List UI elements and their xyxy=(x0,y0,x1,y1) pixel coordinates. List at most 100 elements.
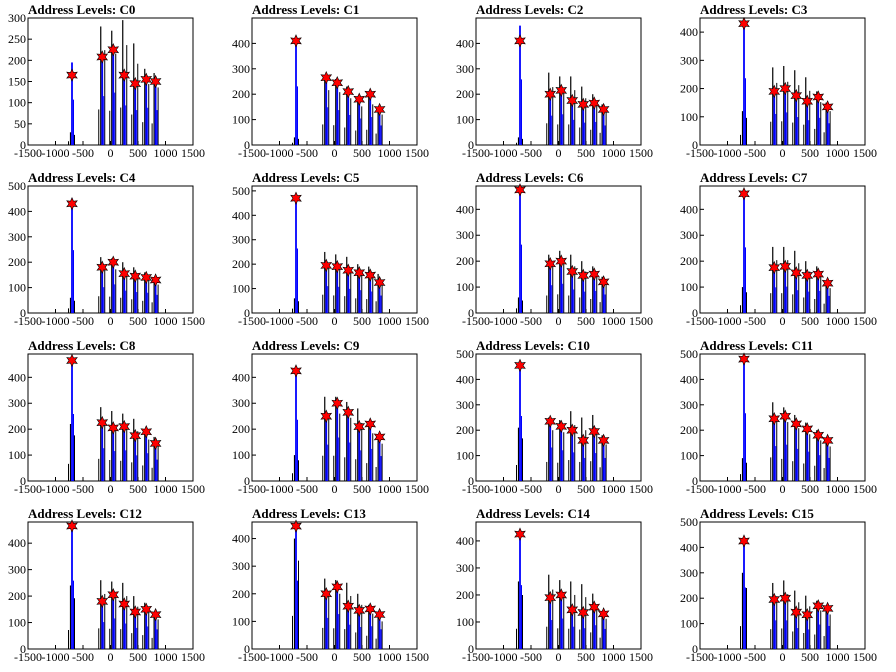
chart-panel: Address Levels: C13 0 100 200 300 400 -1500 -10… xyxy=(224,504,448,672)
x-tick-label: -1500 xyxy=(238,146,266,160)
x-tick-label: 0 xyxy=(556,482,562,496)
x-tick-label: 500 xyxy=(801,314,819,328)
chart-title: Address Levels: C1 xyxy=(252,2,359,17)
chart-svg: Address Levels: C9 0 100 200 300 400 -1500 -100… xyxy=(232,338,429,496)
x-tick-label: -500 xyxy=(520,482,542,496)
peak-marker xyxy=(597,607,610,621)
peak-marker xyxy=(118,266,131,281)
x-tick-label: 500 xyxy=(801,482,819,496)
y-tick-label: 200 xyxy=(232,87,250,101)
x-tick-label: -1500 xyxy=(686,650,714,664)
x-tick-label: -1000 xyxy=(714,314,742,328)
x-tick-label: -500 xyxy=(520,146,542,160)
peak-marker xyxy=(364,602,377,616)
peak-marker xyxy=(514,527,526,541)
chart-panel: Address Levels: C2 0 100 200 300 400 -1500 -100… xyxy=(448,0,672,168)
peak-marker xyxy=(66,68,78,82)
x-tick-label: 0 xyxy=(556,314,562,328)
x-tick-label: 1500 xyxy=(181,482,205,496)
y-tick-label: 150 xyxy=(8,75,26,89)
y-tick-label: 0 xyxy=(468,474,474,488)
peak-marker xyxy=(812,599,825,613)
y-tick-label: 0 xyxy=(468,306,474,320)
x-tick-label: 1000 xyxy=(826,650,850,664)
y-tick-label: 100 xyxy=(680,280,698,294)
y-tick-label: 300 xyxy=(8,11,26,25)
y-tick-label: 0 xyxy=(244,642,250,656)
chart-svg: Address Levels: C11 0 100 200 300 400 500 -1500… xyxy=(680,338,877,496)
plot-frame xyxy=(475,17,642,146)
y-tick-label: 100 xyxy=(232,448,250,462)
y-tick-label: 0 xyxy=(244,138,250,152)
peak-marker xyxy=(373,102,386,117)
peak-marker xyxy=(320,409,333,423)
x-tick-label: -1500 xyxy=(14,482,42,496)
x-tick-label: 500 xyxy=(577,650,595,664)
peak-marker xyxy=(566,264,579,279)
x-tick-label: 0 xyxy=(108,314,114,328)
chart-title: Address Levels: C14 xyxy=(476,506,590,521)
x-tick-label: -1000 xyxy=(714,482,742,496)
peak-marker xyxy=(290,34,302,48)
peak-marker xyxy=(821,601,834,616)
chart-title: Address Levels: C11 xyxy=(700,338,813,353)
x-tick-label: -1000 xyxy=(490,146,518,160)
peak-marker xyxy=(812,90,825,104)
y-tick-label: 500 xyxy=(680,347,698,361)
peak-marker xyxy=(140,270,153,285)
y-tick-label: 200 xyxy=(232,257,250,271)
y-tick-label: 100 xyxy=(680,449,698,463)
x-tick-label: 1000 xyxy=(378,482,402,496)
x-tick-label: -1500 xyxy=(14,650,42,664)
x-tick-label: 0 xyxy=(556,146,562,160)
x-tick-label: 500 xyxy=(577,314,595,328)
peak-marker xyxy=(566,603,579,617)
peak-marker xyxy=(514,358,526,373)
peak-marker xyxy=(790,417,803,431)
peak-marker xyxy=(821,100,834,114)
x-tick-label: 500 xyxy=(801,650,819,664)
y-tick-label: 100 xyxy=(232,113,250,127)
x-tick-label: -500 xyxy=(72,146,94,160)
chart-panel: Address Levels: C5 0 100 200 300 400 500 -1500-… xyxy=(224,168,448,336)
peak-marker xyxy=(290,364,302,378)
peak-marker xyxy=(544,87,557,101)
chart-title: Address Levels: C9 xyxy=(252,338,360,353)
peak-marker xyxy=(66,353,78,368)
x-tick-label: -1500 xyxy=(462,482,490,496)
peak-marker xyxy=(331,76,344,90)
x-tick-label: 1000 xyxy=(154,650,178,664)
x-tick-label: -1000 xyxy=(714,146,742,160)
peak-marker xyxy=(96,415,109,430)
peak-marker xyxy=(768,260,781,275)
peak-marker xyxy=(320,587,333,601)
peak-marker xyxy=(597,433,610,448)
plot-frame xyxy=(27,521,194,650)
y-tick-label: 400 xyxy=(8,536,26,550)
y-tick-label: 400 xyxy=(232,36,250,50)
y-tick-label: 400 xyxy=(456,202,474,216)
y-tick-label: 300 xyxy=(456,561,474,575)
x-tick-label: 0 xyxy=(332,482,338,496)
y-tick-label: 300 xyxy=(456,62,474,76)
y-tick-label: 200 xyxy=(232,587,250,601)
peak-marker xyxy=(364,87,377,101)
x-tick-label: -1500 xyxy=(462,314,490,328)
peak-marker xyxy=(812,267,825,281)
peak-marker xyxy=(107,588,120,602)
peak-marker xyxy=(96,50,109,64)
x-tick-label: 0 xyxy=(556,650,562,664)
peak-marker xyxy=(107,43,120,57)
x-tick-label: 500 xyxy=(129,314,147,328)
x-tick-label: 1500 xyxy=(629,482,653,496)
peak-marker xyxy=(514,183,526,197)
x-tick-label: 1000 xyxy=(602,146,626,160)
peak-marker xyxy=(738,187,750,201)
x-tick-label: -1500 xyxy=(14,314,42,328)
peak-marker xyxy=(588,600,601,614)
x-tick-label: 500 xyxy=(353,650,371,664)
x-tick-label: 1000 xyxy=(602,482,626,496)
peak-marker xyxy=(779,591,792,605)
peak-marker xyxy=(140,425,153,439)
peak-marker xyxy=(290,519,302,533)
